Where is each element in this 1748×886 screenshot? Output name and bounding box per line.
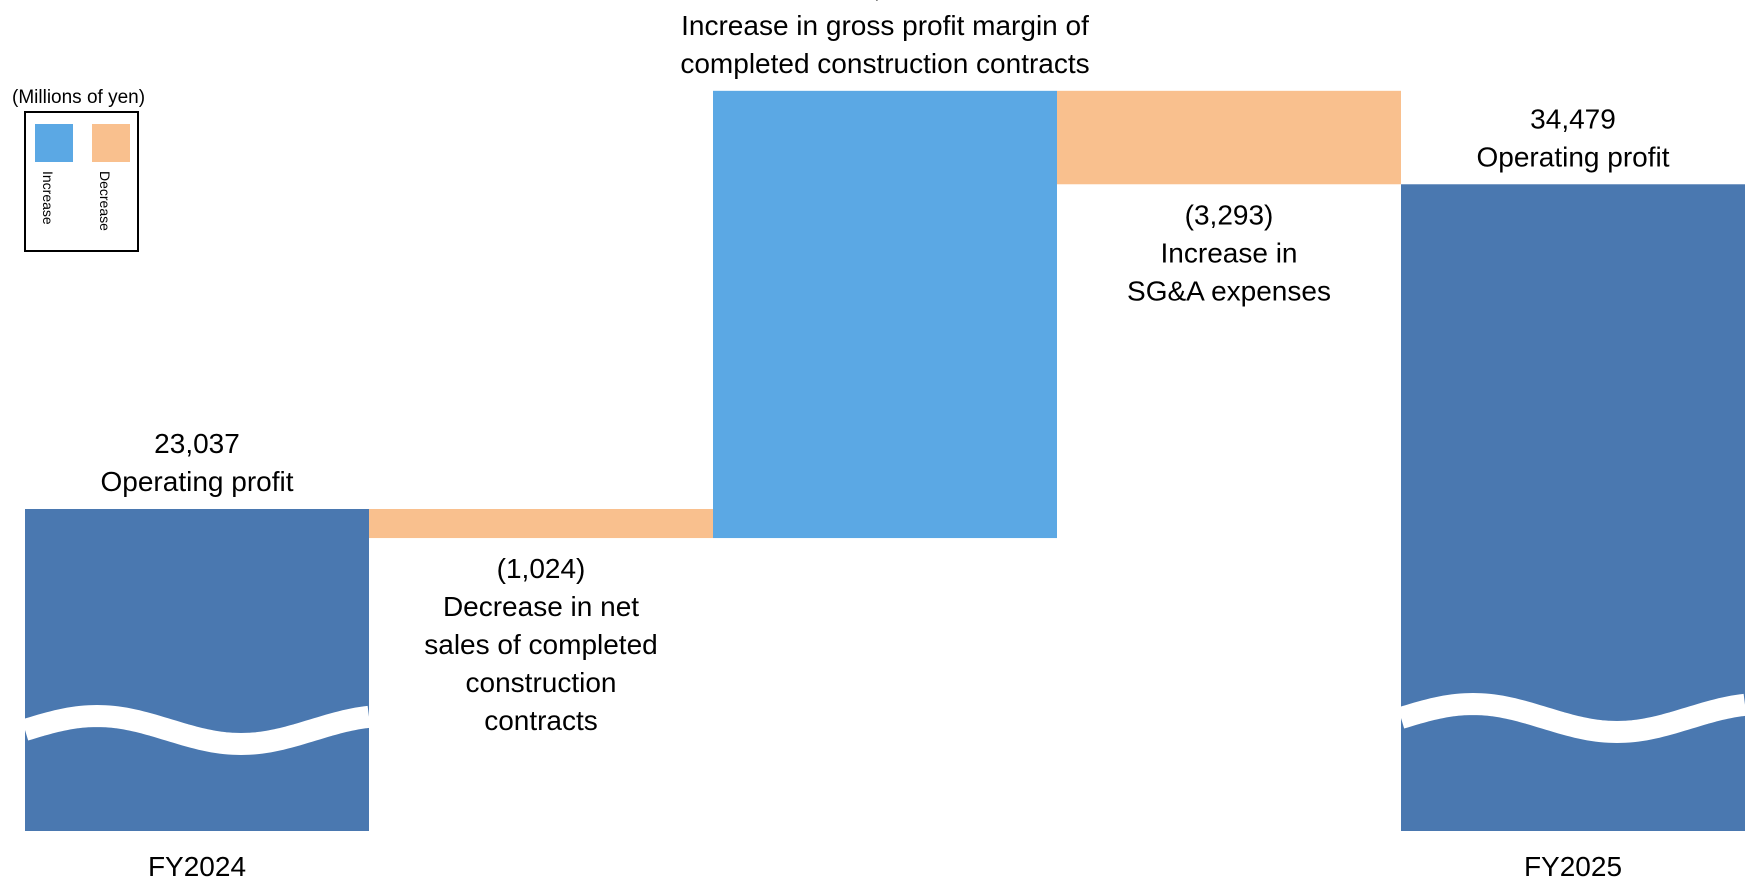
- desc-label-1-line-2: construction: [466, 667, 617, 698]
- axis-break-wave-0: [21, 704, 371, 756]
- axis-break-wave-4: [1397, 692, 1747, 744]
- value-label-1-line-0: (1,024): [497, 553, 586, 584]
- legend: (Millions of yen) Increase Decrease: [12, 87, 145, 252]
- legend-increase-label: Increase: [40, 171, 56, 225]
- desc-label-2-line-1: completed construction contracts: [680, 48, 1089, 79]
- category-label-4-line-0: FY2025: [1524, 851, 1622, 881]
- legend-decrease-label: Decrease: [97, 171, 113, 231]
- desc-label-3-line-1: SG&A expenses: [1127, 275, 1331, 306]
- desc-label-0-line-0: Operating profit: [101, 466, 294, 497]
- bars-layer: [21, 90, 1747, 831]
- value-label-3-line-0: (3,293): [1185, 199, 1274, 230]
- value-label-0-line-0: 23,037: [154, 428, 240, 459]
- bar-0-total: [25, 509, 369, 831]
- legend-decrease-swatch: [92, 124, 130, 162]
- desc-label-3-line-0: Increase in: [1161, 237, 1298, 268]
- value-label-4-line-0: 34,479: [1530, 103, 1616, 134]
- bar-1-decrease: [369, 509, 713, 539]
- desc-label-1-line-1: sales of completed: [424, 629, 657, 660]
- desc-label-2-line-0: Increase in gross profit margin of: [681, 10, 1089, 41]
- unit-label: (Millions of yen): [12, 87, 145, 108]
- desc-label-1-line-3: contracts: [484, 705, 598, 736]
- bar-2-increase: [713, 90, 1057, 539]
- labels-layer: Operating profit 23,037 FY2024 (1,024) Decre…: [101, 0, 1670, 882]
- legend-frame: [24, 111, 139, 252]
- desc-label-4-line-0: Operating profit: [1477, 141, 1670, 172]
- category-label-0-line-0: FY2024: [148, 851, 246, 881]
- value-label-2-line-0: 15,759: [842, 0, 928, 3]
- legend-increase-swatch: [35, 124, 73, 162]
- desc-label-1-line-0: Decrease in net: [443, 591, 639, 622]
- bar-3-decrease: [1057, 90, 1401, 185]
